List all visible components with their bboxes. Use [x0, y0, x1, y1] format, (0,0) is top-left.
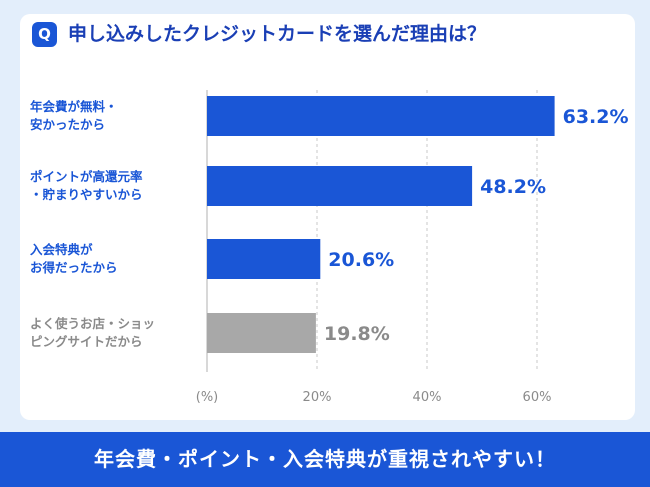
category-label: よく使うお店・ショッ ピングサイトだから — [30, 316, 156, 349]
footer-banner: 年会費・ポイント・入会特典が重視されやすい！ — [0, 432, 650, 487]
x-tick-label: 40% — [413, 390, 442, 405]
x-tick-label: 60% — [523, 390, 552, 405]
category-label: 年会費が無料・ 安かったから — [30, 99, 118, 132]
bar — [207, 96, 555, 136]
category-label: 入会特典が お得だったから — [30, 242, 118, 275]
x-tick-label: (%) — [196, 390, 219, 405]
bar — [207, 313, 316, 353]
bar-value-label: 20.6% — [328, 249, 394, 271]
x-tick-label: 20% — [303, 390, 332, 405]
bar — [207, 239, 321, 279]
question-badge: Q — [32, 22, 57, 47]
bar-value-label: 19.8% — [324, 323, 390, 345]
bar-value-label: 63.2% — [563, 106, 629, 128]
chart-card — [20, 14, 635, 420]
bar — [207, 166, 473, 206]
category-label: ポイントが高還元率 ・貯まりやすいから — [30, 169, 143, 202]
chart-title: 申し込みしたクレジットカードを選んだ理由は？ — [68, 23, 487, 45]
bar-chart: (%) 20% 40% 60% 63.2% 48.2% 20.6% 19.8% — [196, 90, 630, 405]
bar-value-label: 48.2% — [480, 176, 546, 198]
